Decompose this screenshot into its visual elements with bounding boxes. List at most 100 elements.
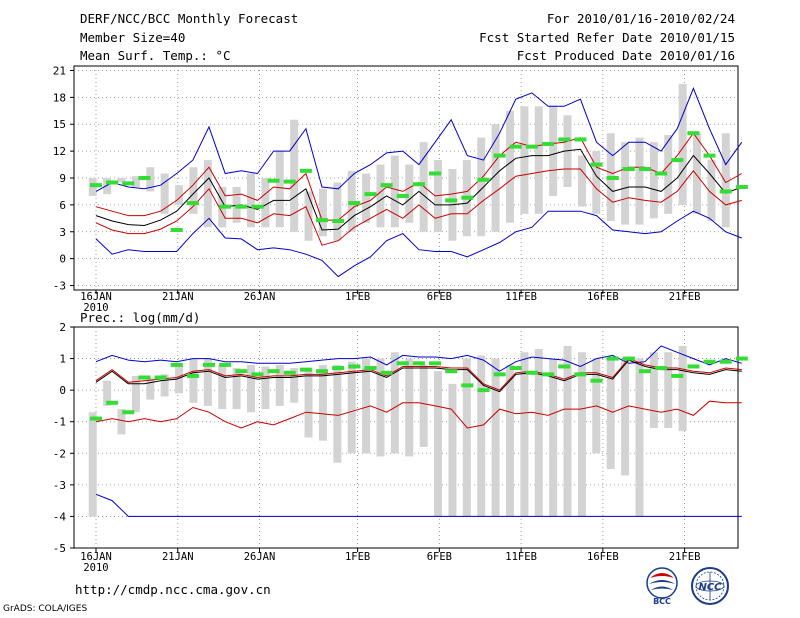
- observation-mark: [606, 356, 619, 361]
- source-url[interactable]: http://cmdp.ncc.cma.gov.cn: [75, 582, 271, 597]
- ensemble-range-bar: [390, 352, 399, 454]
- x-tick-label: 21JAN: [162, 291, 194, 303]
- ensemble-range-bar: [189, 358, 198, 403]
- ensemble-range-bar: [491, 124, 500, 232]
- x-tick-label: 26JAN: [244, 551, 276, 563]
- series-line-mean: [95, 359, 742, 393]
- observation-mark: [203, 362, 216, 367]
- y-tick-label: 0: [59, 253, 66, 266]
- x-tick-label: 16JAN: [80, 291, 112, 303]
- x-tick-label: 11FEB: [505, 291, 537, 303]
- observation-mark: [509, 144, 522, 149]
- observation-mark: [461, 195, 474, 200]
- ensemble-range-bar: [621, 142, 630, 225]
- observation-mark: [332, 366, 345, 371]
- observation-mark: [525, 144, 538, 149]
- observation-mark: [687, 364, 700, 369]
- series-line-max: [95, 87, 743, 192]
- observation-mark: [558, 137, 571, 142]
- ensemble-range-bar: [160, 374, 169, 397]
- observation-mark: [671, 158, 684, 163]
- observation-mark: [735, 184, 748, 189]
- observation-mark: [170, 227, 183, 232]
- ensemble-range-bar: [246, 364, 255, 413]
- observation-mark: [235, 204, 248, 209]
- observation-mark: [138, 176, 151, 180]
- ensemble-range-bar: [246, 173, 255, 228]
- observation-mark: [542, 141, 555, 146]
- x-tick-label: 1FEB: [345, 291, 370, 303]
- ensemble-range-bar: [304, 191, 313, 241]
- ensemble-range-bar: [477, 355, 486, 517]
- ensemble-range-bar: [146, 377, 155, 400]
- y-tick-label: -1: [53, 416, 66, 429]
- y-tick-label: 15: [53, 118, 66, 131]
- y-tick-label: -3: [53, 280, 66, 293]
- observation-mark: [703, 359, 716, 364]
- y-tick-label: -4: [53, 510, 67, 523]
- ensemble-range-bar: [189, 167, 198, 214]
- ensemble-range-bar: [678, 83, 687, 205]
- ensemble-range-bar: [103, 178, 112, 195]
- ensemble-range-bar: [175, 364, 184, 394]
- y-tick-label: 9: [59, 172, 66, 185]
- observation-mark: [412, 361, 425, 366]
- observation-mark: [299, 168, 312, 173]
- ensemble-range-bar: [419, 364, 428, 447]
- observation-mark: [445, 369, 458, 374]
- x-tick-label: 26JAN: [244, 291, 276, 303]
- series-line-min: [95, 493, 742, 517]
- ensemble-range-bar: [290, 368, 299, 403]
- ensemble-range-bar: [318, 188, 327, 237]
- ensemble-range-bar: [203, 160, 212, 228]
- observation-mark: [477, 388, 490, 393]
- ensemble-range-bar: [693, 133, 702, 214]
- x-tick-label: 6FEB: [427, 551, 452, 563]
- x-tick-year-label: 2010: [83, 302, 108, 314]
- x-tick-label: 21FEB: [669, 551, 701, 563]
- observation-mark: [267, 178, 280, 183]
- observation-mark: [170, 362, 183, 367]
- observation-mark: [299, 367, 312, 372]
- observation-mark: [251, 204, 264, 209]
- ensemble-range-bar: [577, 155, 586, 207]
- x-tick-label: 21FEB: [669, 291, 701, 303]
- grads-credit: GrADS: COLA/IGES: [3, 604, 88, 614]
- observation-mark: [477, 177, 490, 182]
- observation-mark: [687, 131, 700, 136]
- series-line-sd_lower: [95, 400, 742, 429]
- ensemble-range-bar: [160, 173, 169, 214]
- observation-mark: [90, 183, 102, 188]
- y-tick-label: 18: [53, 91, 66, 104]
- ensemble-range-bar: [462, 358, 471, 517]
- ensemble-range-bar: [261, 178, 270, 228]
- ensemble-range-bar: [520, 352, 529, 517]
- observation-mark: [380, 370, 393, 375]
- ensemble-range-bar: [405, 358, 414, 457]
- ensemble-range-bar: [131, 375, 140, 413]
- observation-mark: [396, 193, 409, 198]
- observation-mark: [525, 370, 538, 375]
- ensemble-range-bar: [664, 352, 673, 429]
- ensemble-range-bar: [261, 366, 270, 410]
- observation-mark: [154, 375, 167, 380]
- observation-mark: [364, 366, 377, 371]
- bcc-logo-icon: BCC: [646, 567, 678, 606]
- series-line-sd_lower: [95, 168, 742, 246]
- observation-mark: [622, 167, 635, 172]
- observation-mark: [364, 192, 377, 197]
- ensemble-range-bar: [649, 352, 658, 429]
- ensemble-range-bar: [318, 364, 327, 441]
- observation-mark: [122, 181, 135, 186]
- ensemble-range-bar: [376, 164, 385, 228]
- observation-mark: [622, 356, 635, 361]
- observation-mark: [509, 366, 522, 371]
- observation-mark: [429, 361, 442, 366]
- y-tick-label: -2: [53, 447, 66, 460]
- observation-mark: [380, 183, 393, 188]
- y-tick-label: 12: [53, 145, 66, 158]
- x-tick-label: 6FEB: [427, 291, 452, 303]
- y-tick-label: 3: [59, 226, 66, 239]
- observation-mark: [542, 372, 555, 377]
